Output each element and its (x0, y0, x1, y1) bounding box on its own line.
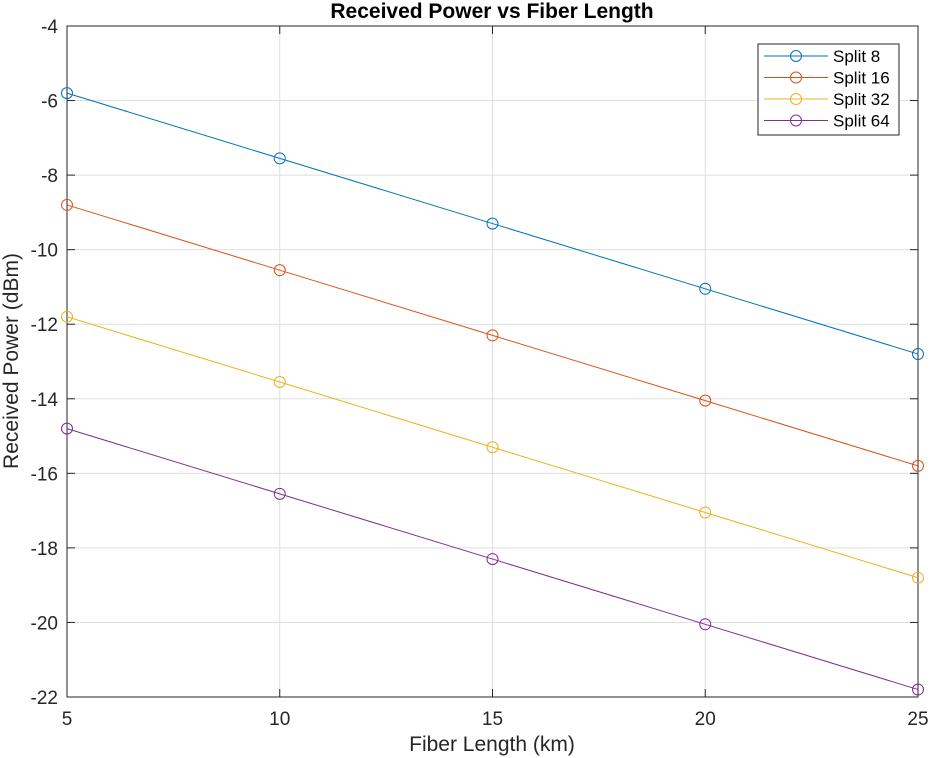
chart-title: Received Power vs Fiber Length (330, 0, 653, 23)
x-tick-label: 10 (269, 709, 290, 730)
y-tick-label: -22 (31, 688, 58, 709)
data-point (61, 198, 73, 211)
y-tick-label: -6 (41, 92, 58, 113)
legend-label: Split 64 (833, 112, 890, 131)
data-point (699, 282, 712, 295)
legend-entry: Split 32 (764, 90, 890, 109)
data-point (699, 506, 712, 519)
y-tick-label: -16 (31, 464, 58, 485)
data-point (273, 376, 286, 389)
data-point (699, 394, 712, 407)
legend-marker (790, 114, 802, 127)
data-point (61, 87, 73, 100)
data-point (273, 487, 286, 500)
data-point (61, 422, 73, 435)
axis-ticks: 5 10 15 20 25 -22 -20 -18 -16 -14 -12 -10 -8 -6 -4 (31, 17, 929, 730)
data-point (273, 152, 286, 165)
x-tick-label: 5 (62, 709, 73, 730)
y-tick-label: -8 (41, 166, 58, 187)
legend-entry: Split 64 (764, 112, 890, 131)
y-tick-label: -4 (41, 17, 58, 38)
x-axis-label: Fiber Length (km) (409, 733, 575, 756)
legend: Split 8 Split 16 Split 32 Split 64 (757, 43, 900, 136)
series-line (66, 428, 919, 691)
legend-entry: Split 16 (764, 69, 890, 88)
legend-marker (790, 93, 802, 105)
y-tick-label: -18 (31, 539, 58, 560)
data-point (486, 329, 499, 342)
x-tick-label: 25 (907, 709, 928, 730)
series-split-32 (61, 310, 924, 584)
data-point (486, 553, 499, 566)
series-split-16 (61, 198, 924, 472)
data-point (61, 310, 73, 323)
legend-marker (790, 71, 802, 84)
y-tick-label: -14 (31, 390, 59, 411)
legend-label: Split 16 (833, 69, 890, 88)
data-point (486, 217, 499, 230)
data-point (912, 459, 924, 472)
data-point (273, 264, 286, 277)
data-point (912, 683, 924, 696)
y-tick-label: -10 (31, 241, 58, 262)
series-line (66, 92, 919, 355)
legend-box (757, 43, 900, 136)
legend-label: Split 8 (833, 47, 880, 66)
data-point (912, 571, 924, 584)
data-point (699, 618, 712, 631)
data-point (912, 348, 924, 361)
legend-label: Split 32 (833, 90, 890, 109)
series-line (66, 204, 919, 467)
series-split-64 (61, 422, 924, 696)
legend-marker (790, 50, 802, 62)
series-line (66, 316, 919, 579)
x-tick-label: 15 (482, 709, 503, 730)
y-tick-label: -20 (31, 613, 58, 634)
y-tick-label: -12 (31, 315, 58, 336)
data-point (486, 441, 499, 454)
series-lines (61, 87, 924, 696)
series-split-8 (61, 87, 924, 361)
x-tick-label: 20 (695, 709, 716, 730)
legend-entry: Split 8 (764, 47, 880, 66)
y-axis-label: Received Power (dBm) (0, 253, 23, 469)
